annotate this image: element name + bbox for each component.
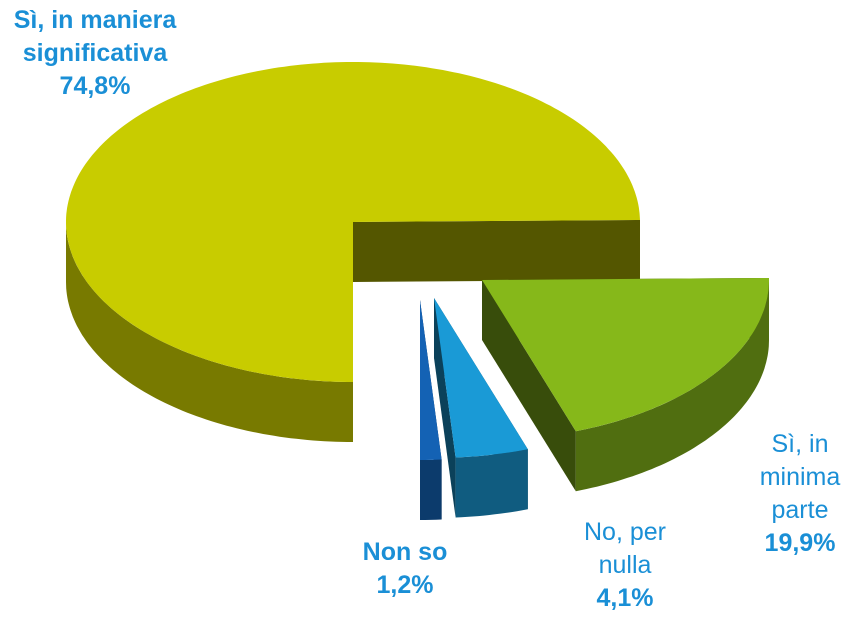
- slice-wall: [420, 459, 442, 520]
- value-label: 74,8%: [59, 72, 131, 100]
- value-label: 19,9%: [764, 529, 836, 557]
- slice-label: Sì, in maniera significativa 74,8%: [10, 4, 180, 103]
- slice: [66, 62, 640, 382]
- category-label: Sì, in maniera significativa: [13, 6, 177, 67]
- category-label: No, per nulla: [584, 518, 666, 579]
- value-label: 4,1%: [596, 584, 654, 612]
- slice-label: No, per nulla 4,1%: [565, 516, 685, 615]
- slice-wall: [575, 280, 769, 492]
- category-label: Non so: [362, 538, 448, 566]
- slice-side: [482, 280, 576, 492]
- slice: [420, 300, 442, 460]
- slice-side: [353, 220, 640, 282]
- slice: [482, 278, 769, 432]
- slice-wall: [66, 222, 353, 442]
- slice-label: Sì, in minima parte 19,9%: [745, 428, 855, 560]
- slice: [434, 298, 528, 458]
- slice-wall: [455, 449, 528, 518]
- category-label: Sì, in minima parte: [759, 430, 841, 524]
- value-label: 1,2%: [376, 571, 434, 599]
- slice-label: Non so 1,2%: [345, 536, 465, 602]
- slice-side: [434, 298, 456, 518]
